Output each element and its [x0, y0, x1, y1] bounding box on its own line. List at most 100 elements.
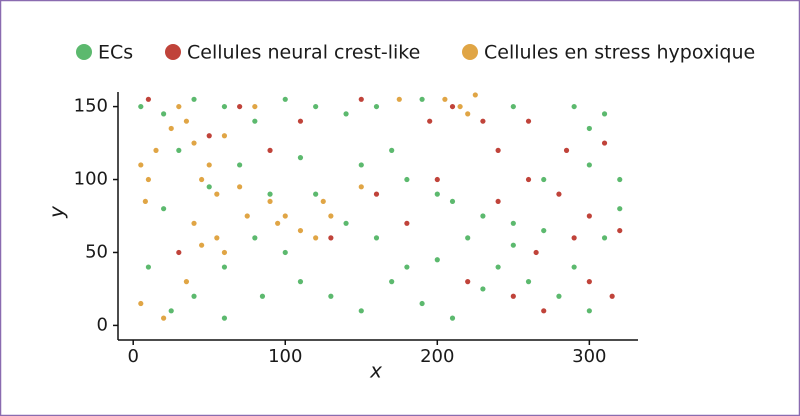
point — [373, 191, 380, 197]
point — [373, 235, 380, 241]
point — [343, 220, 349, 226]
point — [601, 140, 608, 146]
point — [320, 198, 326, 205]
point — [252, 235, 258, 241]
point — [145, 96, 152, 102]
point — [601, 111, 608, 117]
point — [313, 235, 319, 241]
point — [404, 220, 410, 226]
point — [358, 96, 364, 102]
legend-marker — [165, 44, 181, 60]
point — [138, 103, 144, 110]
point — [153, 147, 159, 153]
point — [237, 162, 243, 168]
point — [449, 315, 456, 321]
point — [313, 191, 319, 197]
point — [510, 293, 516, 299]
point — [191, 220, 197, 226]
point — [191, 140, 197, 146]
x-axis-title: x — [369, 359, 382, 383]
point — [191, 96, 197, 102]
point — [206, 133, 212, 139]
point — [328, 213, 334, 219]
point — [465, 111, 471, 117]
point — [214, 191, 220, 197]
point — [214, 235, 220, 241]
point — [373, 103, 380, 110]
point — [601, 235, 608, 241]
point — [297, 227, 304, 234]
point — [434, 176, 440, 183]
y-tick-label: 100 — [74, 169, 108, 190]
point — [525, 279, 532, 285]
x-tick-label: 300 — [572, 346, 606, 367]
point — [221, 264, 228, 270]
point — [556, 293, 562, 299]
point — [282, 249, 288, 256]
y-tick-label: 0 — [97, 314, 108, 335]
legend: ECs Cellules neural crest-like Cellules en… — [76, 42, 755, 64]
point — [449, 198, 456, 205]
point — [183, 279, 190, 285]
point — [145, 176, 152, 183]
point — [358, 308, 364, 314]
point — [571, 235, 577, 241]
point — [138, 162, 144, 168]
point — [396, 96, 402, 102]
point — [206, 184, 212, 190]
point — [495, 264, 501, 270]
point — [161, 315, 167, 321]
point — [343, 111, 349, 117]
point — [161, 111, 167, 117]
point — [541, 227, 547, 234]
point — [275, 220, 281, 226]
point — [259, 293, 266, 299]
point — [282, 96, 288, 102]
point — [252, 103, 258, 110]
point — [161, 206, 167, 212]
point — [533, 249, 539, 256]
point — [145, 264, 152, 270]
y-axis-title: y — [45, 205, 69, 219]
point — [571, 264, 577, 270]
legend-marker — [76, 44, 92, 60]
point — [267, 198, 273, 205]
x-tick-label: 100 — [268, 346, 302, 367]
point — [168, 308, 174, 314]
point — [510, 103, 516, 110]
point — [252, 118, 258, 124]
point — [221, 249, 228, 256]
point — [358, 184, 364, 190]
point — [510, 220, 516, 226]
x-tick-label: 200 — [420, 346, 454, 367]
point — [495, 198, 501, 205]
point — [571, 103, 577, 110]
point — [176, 249, 182, 256]
point — [434, 257, 440, 263]
point — [465, 279, 471, 285]
point — [525, 176, 532, 183]
point — [541, 308, 547, 314]
y-tick-label: 50 — [85, 241, 108, 262]
point — [419, 96, 425, 102]
point — [282, 213, 288, 219]
point — [267, 191, 273, 197]
point — [586, 125, 592, 132]
point — [563, 147, 570, 153]
point — [237, 103, 243, 110]
point — [328, 235, 334, 241]
point — [472, 92, 478, 98]
point — [404, 264, 410, 270]
point — [191, 293, 197, 299]
point — [480, 213, 486, 219]
x-tick-label: 0 — [127, 346, 138, 367]
point — [176, 147, 182, 153]
point — [221, 133, 228, 139]
point — [313, 103, 319, 110]
point — [586, 279, 592, 285]
point — [244, 213, 250, 219]
point — [168, 125, 174, 132]
point — [586, 308, 592, 314]
point — [442, 96, 448, 102]
